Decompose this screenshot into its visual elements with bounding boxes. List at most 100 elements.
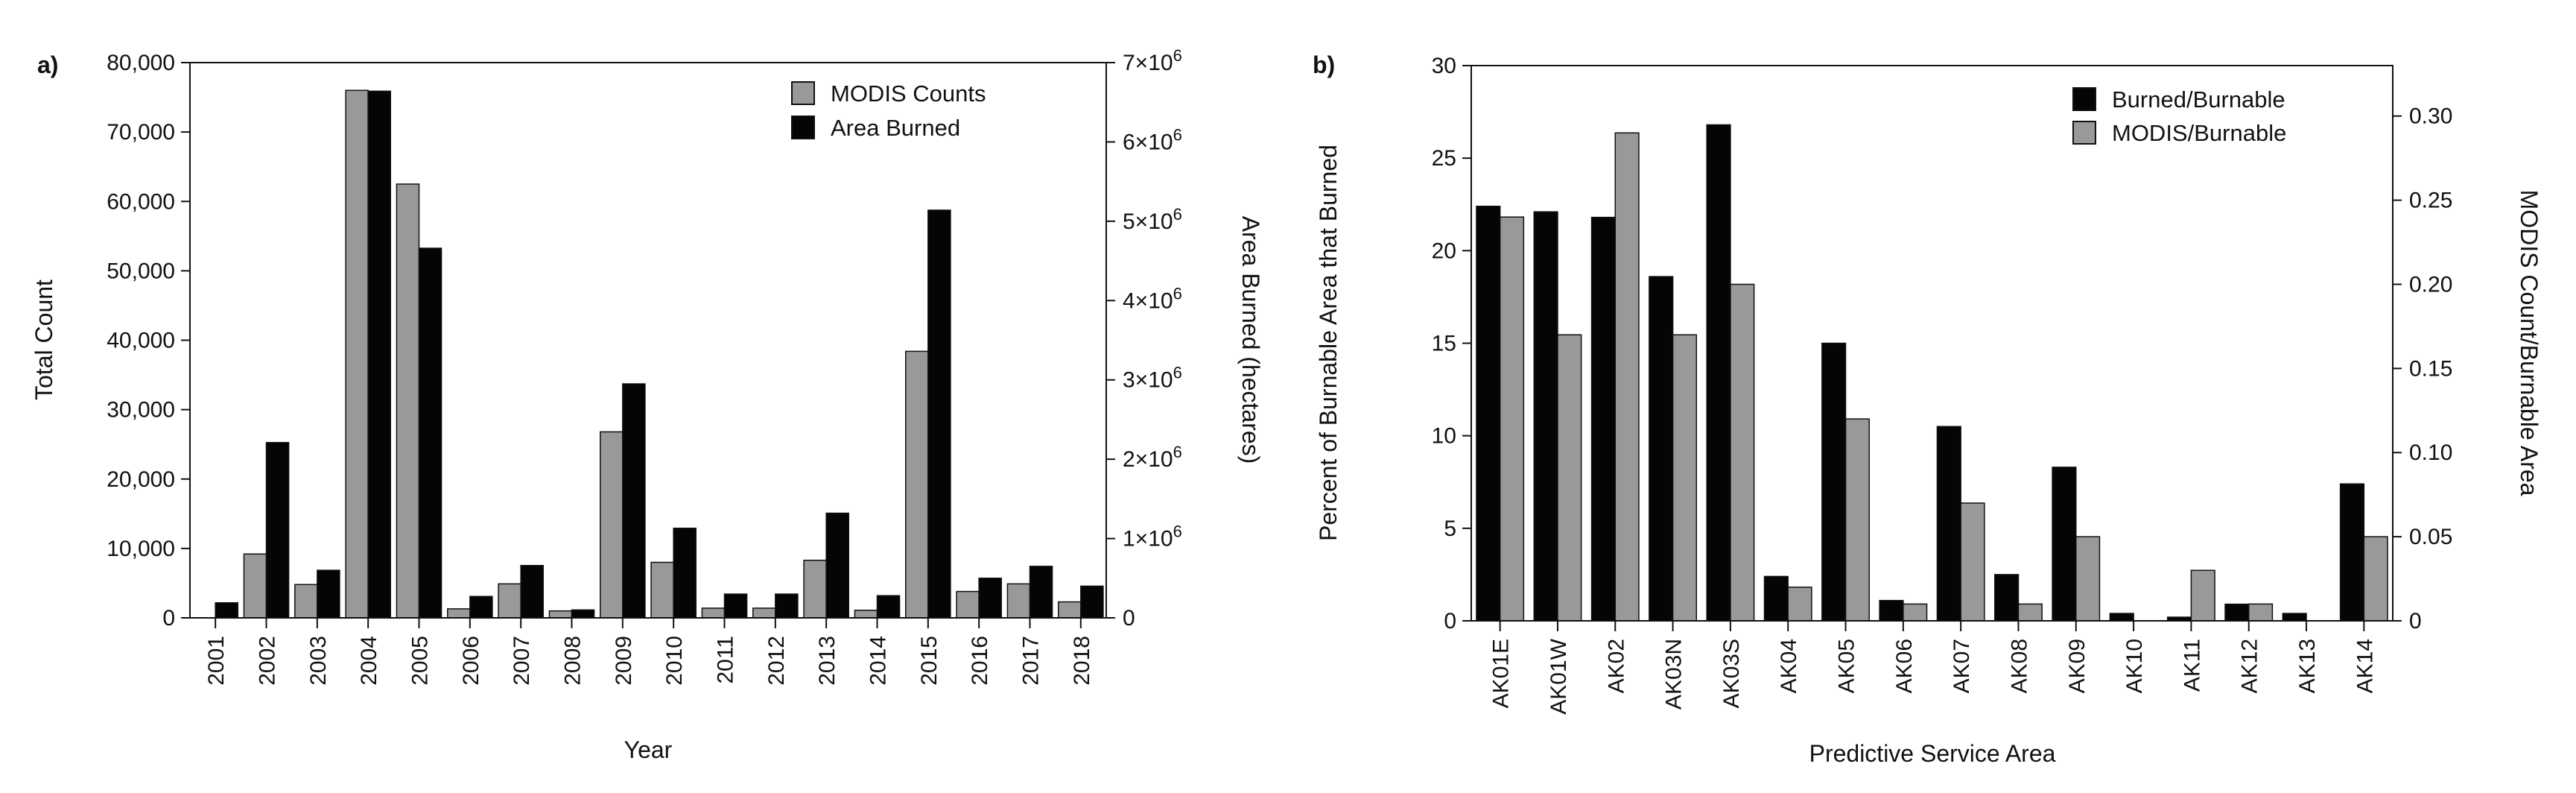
bar-modis-counts-2010 <box>650 561 674 619</box>
x-tick-label: 2001 <box>204 636 229 686</box>
legend-swatch-area-burned <box>791 116 815 139</box>
bar-area-burned-2013 <box>825 512 849 619</box>
legend: Burned/Burnable MODIS/Burnable <box>2072 86 2286 146</box>
x-tick-label: 2007 <box>510 636 534 686</box>
x-tick-label: 2010 <box>662 636 687 686</box>
bar-area-burned-2004 <box>367 90 391 619</box>
bar-modis-counts-2018 <box>1058 601 1082 619</box>
bar-area-burned-2003 <box>317 569 340 619</box>
bar-area-burned-2015 <box>927 209 951 619</box>
left-tick-label: 30 <box>1432 54 1456 78</box>
legend-label-area-burned: Area Burned <box>831 115 960 141</box>
left-tick-label: 10 <box>1432 424 1456 449</box>
bars <box>215 89 1104 619</box>
x-tick-label: 2008 <box>561 636 586 686</box>
right-tick-label: 1×106 <box>1123 522 1182 552</box>
x-tick-label: AK13 <box>2295 639 2320 693</box>
x-tick-label: 2005 <box>408 636 433 686</box>
legend-swatch-modis-burnable <box>2072 121 2096 145</box>
panel-a: a) 0 10,000 20,000 30,000 40,000 50,000 60,000… <box>31 46 1264 763</box>
bar-modis-counts-2007 <box>498 583 521 619</box>
bar-modis-burnable-ak05 <box>1844 418 1870 622</box>
bar-area-burned-2016 <box>978 578 1002 619</box>
bar-area-burned-2017 <box>1029 566 1053 619</box>
legend-label-burned-burnable: Burned/Burnable <box>2112 86 2285 113</box>
left-tick-label: 25 <box>1432 146 1456 171</box>
left-axis-ticks: 0 5 10 15 20 25 30 <box>1432 54 1471 634</box>
right-tick-label: 2×106 <box>1123 443 1182 472</box>
bar-modis-counts-2015 <box>905 350 929 619</box>
bar-modis-counts-2017 <box>1006 583 1031 619</box>
bar-area-burned-2007 <box>520 565 544 619</box>
legend-swatch-modis-counts <box>791 81 815 105</box>
bar-area-burned-2008 <box>571 609 595 619</box>
bar-area-burned-2018 <box>1080 585 1104 619</box>
bar-area-burned-2010 <box>673 527 697 619</box>
bar-area-burned-2006 <box>469 595 493 619</box>
right-axis-ticks: 0 0.05 0.10 0.15 0.20 0.25 0.30 <box>2393 104 2452 634</box>
x-tick-label: AK10 <box>2122 639 2147 693</box>
x-tick-label: AK03S <box>1719 639 1744 708</box>
x-tick-label: AK09 <box>2065 639 2090 693</box>
x-tick-label: 2018 <box>1070 636 1094 686</box>
bar-modis-burnable-ak14 <box>2363 536 2388 622</box>
right-tick-label: 0.30 <box>2409 104 2452 129</box>
bar-modis-burnable-ak01w <box>1557 334 1582 622</box>
left-axis-ticks: 0 10,000 20,000 30,000 40,000 50,000 60,000 70,… <box>107 51 190 631</box>
bar-burned-burnable-ak10 <box>2109 613 2134 622</box>
y-axis-label-left: Total Count <box>31 279 57 400</box>
x-tick-label: 2014 <box>866 636 891 686</box>
right-tick-label: 0.25 <box>2409 189 2452 213</box>
bar-area-burned-2009 <box>622 383 646 619</box>
left-tick-label: 50,000 <box>107 259 175 283</box>
bar-burned-burnable-ak02 <box>1590 216 1617 622</box>
x-tick-label: 2017 <box>1019 636 1044 686</box>
x-tick-label: AK03N <box>1662 639 1687 710</box>
bar-modis-burnable-ak06 <box>1903 603 1928 622</box>
right-tick-label: 6×106 <box>1123 125 1182 154</box>
right-tick-label: 3×106 <box>1123 364 1182 393</box>
left-tick-label: 0 <box>1444 609 1456 634</box>
right-tick-label: 4×106 <box>1123 284 1182 313</box>
y-axis-label-right: Area Burned (hectares) <box>1237 216 1264 464</box>
bar-modis-burnable-ak11 <box>2190 569 2215 622</box>
bar-modis-counts-2012 <box>752 607 776 619</box>
left-tick-label: 20,000 <box>107 467 175 492</box>
bar-area-burned-2001 <box>215 602 238 619</box>
right-tick-label: 0 <box>1123 606 1135 631</box>
left-tick-label: 60,000 <box>107 189 175 214</box>
panel-a-label: a) <box>37 51 58 78</box>
bar-modis-burnable-ak12 <box>2247 603 2274 622</box>
right-tick-label: 0.05 <box>2409 525 2452 549</box>
x-tick-label: AK01W <box>1546 638 1571 714</box>
x-tick-label: AK11 <box>2180 639 2204 692</box>
left-tick-label: 70,000 <box>107 120 175 145</box>
panel-b-label: b) <box>1313 51 1335 78</box>
left-tick-label: 30,000 <box>107 398 175 423</box>
bar-burned-burnable-ak13 <box>2282 613 2307 622</box>
bar-modis-counts-2002 <box>243 553 267 619</box>
left-tick-label: 0 <box>162 606 175 631</box>
plot-frame <box>189 62 1107 619</box>
bar-burned-burnable-ak05 <box>1821 342 1847 622</box>
x-tick-label: 2009 <box>612 636 636 686</box>
x-tick-label: 2003 <box>306 636 331 686</box>
x-axis-label: Predictive Service Area <box>1809 740 2056 767</box>
right-tick-label: 0.15 <box>2409 356 2452 381</box>
x-tick-label: AK14 <box>2353 639 2377 693</box>
x-tick-label: AK05 <box>1835 639 1859 693</box>
bars <box>1476 124 2388 622</box>
bar-burned-burnable-ak03n <box>1649 276 1674 622</box>
bar-modis-counts-2006 <box>447 608 471 619</box>
bar-modis-burnable-ak01e <box>1499 216 1525 622</box>
bar-area-burned-2002 <box>265 442 290 619</box>
x-axis-label: Year <box>624 736 673 763</box>
left-tick-label: 80,000 <box>107 51 175 75</box>
left-tick-label: 15 <box>1432 332 1456 356</box>
right-tick-label: 7×106 <box>1123 46 1182 75</box>
right-tick-label: 0.10 <box>2409 440 2452 465</box>
x-tick-label: AK12 <box>2238 639 2262 693</box>
bar-modis-burnable-ak09 <box>2075 536 2101 622</box>
x-tick-label: 2016 <box>968 636 992 686</box>
x-tick-label: 2011 <box>714 636 738 684</box>
